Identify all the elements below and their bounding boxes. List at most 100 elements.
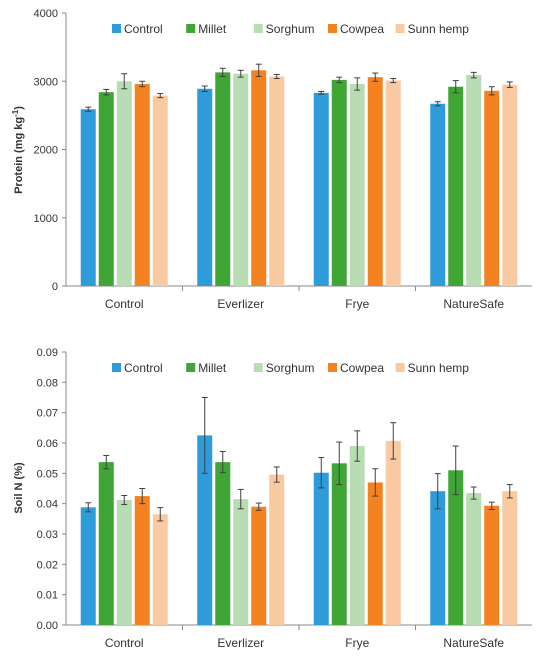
- protein-bar-sorghum-control: [116, 81, 132, 286]
- soil-n-bar-sorghum-frye: [349, 446, 365, 625]
- soil-n-legend-item-sunn-hemp: Sunn hemp: [395, 361, 470, 375]
- protein-bar-sorghum-frye: [349, 83, 365, 286]
- protein-bar-control-everlizer: [197, 88, 213, 286]
- protein-bar-sunn-hemp-everlizer: [269, 76, 285, 286]
- soil-n-y-tick-label: 0.06: [37, 438, 58, 450]
- protein-y-tick-label: 4000: [34, 8, 58, 20]
- soil-n-chart-svg: Soil N (%) 0.00 0.01 0.02 0.03 0.04 0.05 0.06 0…: [13, 347, 532, 650]
- soil-n-legend-swatch: [112, 363, 121, 372]
- soil-n-bar-sunn-hemp-naturesafe: [502, 491, 518, 625]
- protein-bar-sunn-hemp-naturesafe: [502, 84, 518, 286]
- soil-n-category-label: Control: [105, 636, 144, 650]
- soil-n-legend-swatch: [395, 363, 405, 372]
- soil-n-bar-sorghum-naturesafe: [466, 493, 482, 625]
- protein-bar-sorghum-naturesafe: [466, 75, 482, 286]
- soil-n-bar-millet-everlizer: [215, 462, 231, 625]
- soil-n-bar-sorghum-control: [116, 500, 132, 625]
- protein-y-tick-label: 0: [52, 281, 58, 293]
- soil-n-chart: Soil N (%) 0.00 0.01 0.02 0.03 0.04 0.05 0.06 0…: [0, 338, 550, 657]
- protein-legend-label: Cowpea: [340, 22, 384, 36]
- protein-legend-item-control: Control: [112, 22, 163, 36]
- protein-legend-swatch: [328, 24, 337, 33]
- protein-legend-swatch: [395, 24, 405, 33]
- soil-n-legend-item-cowpea: Cowpea: [328, 361, 384, 375]
- soil-n-y-tick-label: 0.08: [37, 377, 58, 389]
- protein-category-label: NatureSafe: [443, 297, 504, 311]
- soil-n-y-tick-label: 0.04: [37, 499, 58, 511]
- soil-n-y-tick-label: 0.00: [37, 620, 58, 632]
- protein-chart: Protein (mg kg-1) 0 1000 2000 3000 4000 Contr…: [11, 8, 532, 311]
- soil-n-legend-label: Sorghum: [266, 361, 315, 375]
- soil-n-y-axis-title: Soil N (%): [13, 462, 25, 514]
- soil-n-bar-millet-naturesafe: [448, 470, 464, 625]
- soil-n-bar-millet-frye: [331, 463, 347, 625]
- soil-n-y-tick-label: 0.05: [37, 468, 58, 480]
- protein-legend-label: Sunn hemp: [408, 22, 470, 36]
- soil-n-bar-cowpea-naturesafe: [484, 505, 500, 625]
- protein-bar-millet-frye: [331, 79, 347, 286]
- protein-y-axis-title: Protein (mg kg-1): [11, 106, 25, 194]
- soil-n-y-tick-label: 0.09: [37, 347, 58, 359]
- protein-bar-millet-naturesafe: [448, 86, 464, 287]
- protein-bar-cowpea-frye: [367, 77, 383, 286]
- protein-legend-label: Control: [124, 22, 163, 36]
- protein-bar-cowpea-naturesafe: [484, 90, 500, 287]
- soil-n-bar-sunn-hemp-frye: [385, 440, 401, 625]
- protein-category-label: Control: [105, 297, 144, 311]
- protein-bar-control-frye: [313, 92, 329, 286]
- soil-n-legend-label: Sunn hemp: [408, 361, 470, 375]
- svg-text:Protein (mg kg-1): Protein (mg kg-1): [11, 106, 25, 194]
- soil-n-legend-item-sorghum: Sorghum: [253, 361, 315, 375]
- soil-n-bar-sunn-hemp-control: [152, 514, 168, 625]
- soil-n-y-tick-label: 0.03: [37, 529, 58, 541]
- protein-bar-control-control: [80, 109, 96, 286]
- soil-n-bar-control-frye: [313, 472, 329, 625]
- protein-legend-swatch: [186, 24, 196, 33]
- soil-n-bar-control-everlizer: [197, 435, 213, 625]
- protein-bar-millet-control: [98, 92, 114, 286]
- protein-bar-control-naturesafe: [430, 103, 446, 287]
- soil-n-bar-cowpea-control: [134, 496, 150, 625]
- soil-n-bar-cowpea-everlizer: [251, 506, 267, 625]
- protein-legend-label: Sorghum: [266, 22, 315, 36]
- soil-n-y-tick-label: 0.01: [37, 590, 58, 602]
- soil-n-category-label: Frye: [345, 636, 369, 650]
- soil-n-legend-item-millet: Millet: [186, 361, 227, 375]
- svg-text:Soil N (%): Soil N (%): [13, 462, 25, 514]
- protein-category-label: Frye: [345, 297, 369, 311]
- soil-n-bar-millet-control: [98, 462, 114, 625]
- protein-bar-millet-everlizer: [215, 72, 231, 286]
- protein-legend-swatch: [253, 24, 263, 33]
- soil-n-bar-control-control: [80, 507, 96, 625]
- soil-n-y-tick-label: 0.02: [37, 559, 58, 571]
- soil-n-legend-swatch: [328, 363, 337, 372]
- soil-n-legend-label: Cowpea: [340, 361, 384, 375]
- protein-bar-sorghum-everlizer: [233, 73, 249, 287]
- protein-legend-item-sunn-hemp: Sunn hemp: [395, 22, 470, 36]
- protein-legend-label: Millet: [198, 22, 227, 36]
- protein-legend-item-millet: Millet: [186, 22, 227, 36]
- protein-bar-sunn-hemp-control: [152, 95, 168, 287]
- soil-n-legend-swatch: [253, 363, 263, 372]
- protein-legend-item-cowpea: Cowpea: [328, 22, 384, 36]
- soil-n-category-label: Everlizer: [217, 636, 264, 650]
- protein-bar-cowpea-control: [134, 83, 150, 286]
- soil-n-bar-cowpea-frye: [367, 482, 383, 625]
- protein-chart-svg: Protein (mg kg-1) 0 1000 2000 3000 4000 Contr…: [11, 8, 532, 311]
- soil-n-bar-sorghum-everlizer: [233, 499, 249, 625]
- protein-legend-item-sorghum: Sorghum: [253, 22, 315, 36]
- soil-n-category-label: NatureSafe: [443, 636, 504, 650]
- soil-n-bar-sunn-hemp-everlizer: [269, 474, 285, 625]
- protein-y-tick-label: 3000: [34, 76, 58, 88]
- soil-n-y-tick-label: 0.07: [37, 408, 58, 420]
- soil-n-legend-item-control: Control: [112, 361, 163, 375]
- soil-n-legend-label: Millet: [198, 361, 227, 375]
- protein-bar-sunn-hemp-frye: [385, 80, 401, 286]
- protein-y-tick-label: 1000: [34, 213, 58, 225]
- soil-n-legend-swatch: [186, 363, 196, 372]
- protein-y-tick-label: 2000: [34, 145, 58, 157]
- protein-bar-cowpea-everlizer: [251, 70, 267, 286]
- soil-n-bar-control-naturesafe: [430, 491, 446, 625]
- protein-category-label: Everlizer: [217, 297, 264, 311]
- soil-n-legend-label: Control: [124, 361, 163, 375]
